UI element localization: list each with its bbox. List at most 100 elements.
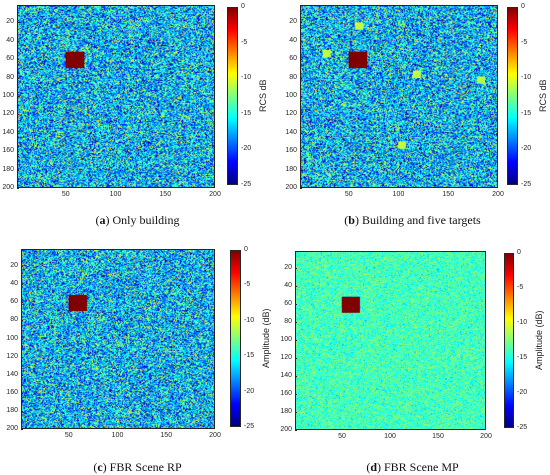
caption-b: (b) Building and five targets <box>344 213 481 227</box>
colorbar-tick-label: -10 <box>241 74 252 82</box>
y-tick-mark <box>21 266 23 267</box>
y-tick-label: 180 <box>285 165 297 173</box>
x-tick-label: 200 <box>209 191 221 198</box>
y-tick-label: 60 <box>289 55 297 63</box>
y-tick-label: 60 <box>10 298 18 306</box>
y-tick-mark <box>295 430 297 431</box>
colorbar-label: RCS dB <box>538 79 548 113</box>
axes-frame-a <box>17 5 215 188</box>
colorbar-tick-label: -5 <box>244 281 251 289</box>
y-tick-label: 20 <box>284 264 292 272</box>
x-tick-label: 100 <box>111 432 124 439</box>
y-tick-mark <box>17 59 19 61</box>
y-tick-label: 120 <box>280 354 292 362</box>
y-tick-label: 120 <box>285 110 297 118</box>
y-tick-mark <box>300 77 302 79</box>
y-tick-label: 20 <box>10 262 18 270</box>
colorbar-tick-label: -5 <box>517 284 524 291</box>
colorbar-tick-label: 0 <box>521 3 525 10</box>
colorbar-gradient-b <box>507 7 518 185</box>
colorbar-tick-label: -25 <box>521 181 532 188</box>
y-tick-mark <box>17 188 19 189</box>
y-tick-mark <box>21 392 23 394</box>
y-tick-mark <box>21 302 23 304</box>
y-tick-label: 160 <box>2 147 14 155</box>
x-tick-label: 200 <box>492 191 504 198</box>
x-tick-label: 50 <box>61 191 70 198</box>
colorbar-tick-label: -15 <box>241 109 252 117</box>
colorbar-gradient-a <box>227 7 238 185</box>
y-tick-mark <box>21 410 23 412</box>
x-tick-label: 100 <box>109 191 122 198</box>
colorbar-gradient-d <box>504 253 514 428</box>
y-tick-mark <box>295 268 297 269</box>
y-tick-mark <box>295 340 297 341</box>
caption-tag: c <box>97 460 103 474</box>
colorbar-tick-label: -25 <box>244 423 255 430</box>
y-tick-mark <box>21 374 23 376</box>
y-tick-label: 100 <box>6 334 18 342</box>
y-tick-mark <box>300 96 302 97</box>
y-tick-mark <box>17 96 19 97</box>
axes-frame-b <box>300 5 498 188</box>
colorbar-tick-label: -25 <box>241 181 252 188</box>
colorbar-label: Amplitude (dB) <box>534 310 544 371</box>
colorbar-frame-b <box>507 7 518 185</box>
y-tick-label: 40 <box>10 280 18 288</box>
x-tick-label: 50 <box>64 432 73 439</box>
x-tick-label: 50 <box>344 191 353 198</box>
y-tick-mark <box>300 169 302 171</box>
x-tick-label: 200 <box>480 433 492 440</box>
colorbar-tick-label: -5 <box>521 38 528 46</box>
y-tick-label: 100 <box>285 92 297 100</box>
caption-c: (c) FBR Scene RP <box>93 460 182 474</box>
y-tick-label: 20 <box>289 18 297 26</box>
y-tick-label: 80 <box>289 73 297 81</box>
y-tick-mark <box>295 394 297 395</box>
colorbar-frame-d <box>504 253 514 428</box>
x-tick-label: 150 <box>432 433 444 440</box>
y-tick-label: 200 <box>6 425 18 432</box>
x-tick-label: 150 <box>160 432 173 439</box>
y-tick-mark <box>295 358 297 359</box>
x-tick-label: 200 <box>209 432 221 439</box>
axes-frame-d <box>295 251 486 430</box>
y-tick-label: 100 <box>2 92 14 100</box>
y-tick-mark <box>21 356 23 358</box>
caption-text: FBR Scene RP <box>109 460 182 474</box>
caption-text: Only building <box>112 213 180 227</box>
colorbar-label: Amplitude (dB) <box>261 308 271 369</box>
colorbar-tick-label: 0 <box>244 246 248 253</box>
caption-a: (a) Only building <box>95 213 180 227</box>
caption-d: (d) FBR Scene MP <box>366 460 459 474</box>
y-tick-mark <box>17 77 19 79</box>
y-tick-label: 180 <box>280 408 292 415</box>
x-tick-label: 50 <box>338 433 346 440</box>
y-tick-mark <box>21 338 23 340</box>
heatmap-image-a <box>17 5 215 188</box>
colorbar-tick-label: 0 <box>517 249 521 256</box>
caption-tag: a <box>99 213 106 227</box>
y-tick-mark <box>295 412 297 413</box>
y-tick-label: 140 <box>6 370 18 378</box>
y-tick-label: 100 <box>280 336 292 344</box>
y-tick-mark <box>300 59 302 61</box>
y-tick-mark <box>21 429 23 430</box>
x-tick-label: 150 <box>159 191 172 198</box>
y-tick-label: 180 <box>2 165 14 173</box>
y-tick-mark <box>300 40 302 42</box>
y-tick-mark <box>300 22 302 24</box>
y-tick-mark <box>17 151 19 152</box>
colorbar-gradient-c <box>230 250 241 427</box>
y-tick-mark <box>17 114 19 116</box>
colorbar-tick-label: -20 <box>517 389 528 396</box>
y-tick-label: 120 <box>2 110 14 118</box>
y-tick-label: 140 <box>285 128 297 136</box>
heatmap-image-b <box>300 5 498 188</box>
y-tick-mark <box>300 151 302 152</box>
colorbar-tick-label: -10 <box>244 316 255 324</box>
colorbar-frame-c <box>230 250 241 427</box>
y-tick-mark <box>17 169 19 171</box>
colorbar-tick-label: -20 <box>244 387 255 395</box>
y-tick-mark <box>295 376 297 377</box>
